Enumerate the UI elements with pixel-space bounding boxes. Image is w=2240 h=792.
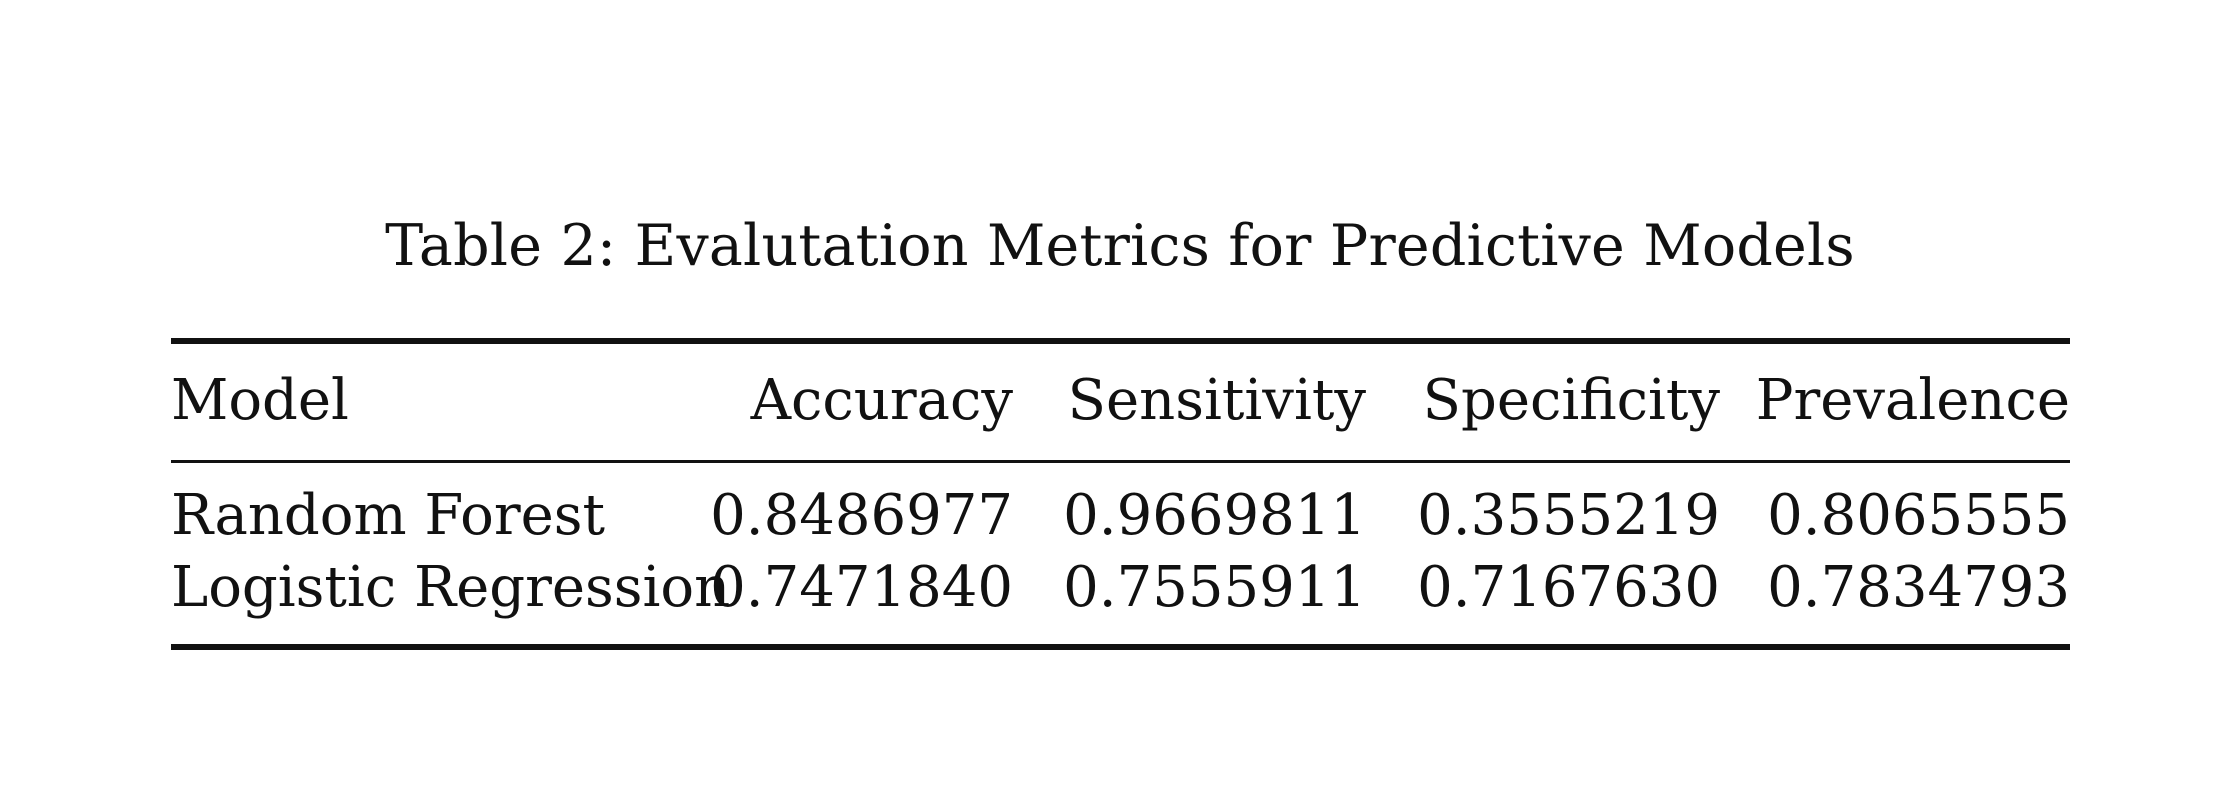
header-accuracy: Accuracy [750,368,1013,433]
sensitivity-cell: 0.7555911 [1063,555,1366,620]
table-header-row: Model Accuracy Sensitivity Specificity P… [171,365,2070,437]
table-row: Random Forest 0.8486977 0.9669811 0.3555… [171,480,2070,552]
header-rule [171,460,2070,463]
header-prevalence: Prevalence [1755,368,2070,433]
accuracy-cell: 0.7471840 [710,555,1013,620]
sensitivity-cell: 0.9669811 [1063,483,1366,548]
header-sensitivity: Sensitivity [1067,368,1366,433]
bottom-rule [171,644,2070,650]
metrics-table: Model Accuracy Sensitivity Specificity P… [171,338,2070,650]
prevalence-cell: 0.7834793 [1767,555,2070,620]
accuracy-cell: 0.8486977 [710,483,1013,548]
header-specificity: Specificity [1422,368,1720,433]
table-row: Logistic Regression 0.7471840 0.7555911 … [171,552,2070,624]
specificity-cell: 0.7167630 [1417,555,1720,620]
table-caption: Table 2: Evalutation Metrics for Predict… [385,213,1855,279]
model-name-cell: Logistic Regression [171,555,731,620]
header-model: Model [171,368,349,433]
model-name-cell: Random Forest [171,483,606,548]
specificity-cell: 0.3555219 [1417,483,1720,548]
prevalence-cell: 0.8065555 [1767,483,2070,548]
top-rule [171,338,2070,344]
